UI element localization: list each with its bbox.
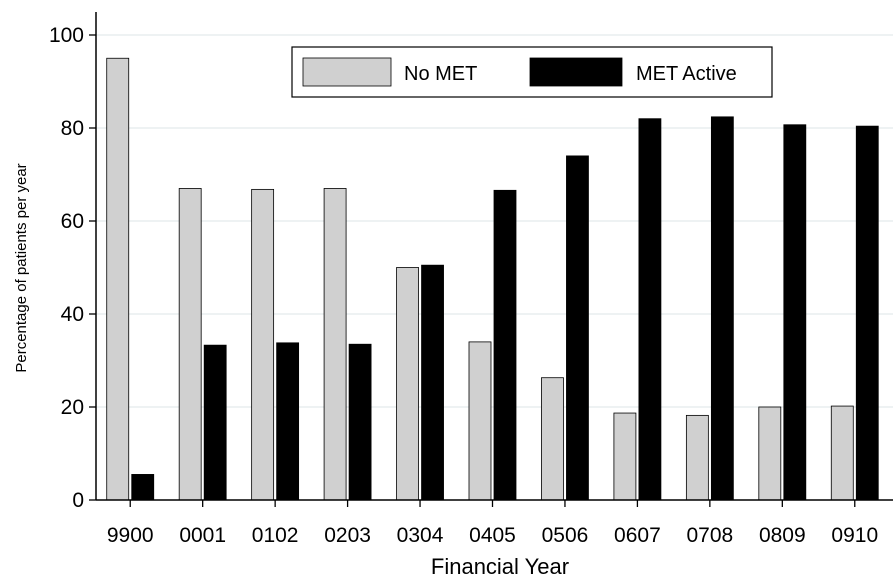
y-tick-label-20: 20 (61, 396, 84, 419)
x-tick-label-9900: 9900 (107, 524, 154, 547)
bar-no-met-0405 (468, 341, 492, 501)
x-tick-label-0001: 0001 (179, 524, 226, 547)
bars-group (106, 57, 879, 501)
y-tick-label-40: 40 (61, 303, 84, 326)
bar-met-active-0102 (276, 342, 300, 501)
x-axis-title: Financial Year (431, 554, 569, 579)
legend-swatch-met-active (529, 57, 623, 87)
bar-no-met-0001 (178, 188, 202, 501)
bar-no-met-9900 (106, 57, 130, 501)
bar-met-active-0304 (421, 264, 444, 501)
x-tick-label-0910: 0910 (831, 524, 878, 547)
y-tick-label-60: 60 (61, 210, 84, 233)
x-tick-label-0405: 0405 (469, 524, 516, 547)
bar-met-active-0607 (638, 118, 662, 501)
legend: No MET MET Active (291, 46, 773, 98)
bar-no-met-0910 (830, 405, 854, 501)
bar-met-active-0708 (710, 116, 734, 501)
bar-met-active-0203 (348, 343, 372, 501)
legend-label-met-active: MET Active (636, 63, 737, 85)
legend-label-no-met: No MET (404, 63, 477, 85)
bar-no-met-0203 (323, 188, 347, 501)
bar-met-active-0809 (783, 124, 807, 501)
y-axis-title: Percentage of patients per year (13, 163, 30, 372)
bar-no-met-0607 (613, 412, 637, 501)
x-tick-label-0304: 0304 (397, 524, 444, 547)
x-tick-label-0708: 0708 (687, 524, 734, 547)
y-tick-label-80: 80 (61, 117, 84, 140)
bar-no-met-0708 (685, 414, 709, 501)
x-tick-label-0607: 0607 (614, 524, 661, 547)
y-ticks: 0 20 40 60 80 100 (49, 24, 96, 512)
x-ticks: 9900 0001 0102 0203 0304 0405 0506 0607 0708 0809… (107, 500, 878, 547)
axes-group (95, 12, 893, 501)
y-tick-label-100: 100 (49, 24, 84, 47)
bar-met-active-0405 (493, 189, 517, 501)
bar-no-met-0102 (251, 188, 275, 501)
bar-no-met-0809 (758, 406, 782, 501)
x-tick-label-0203: 0203 (324, 524, 371, 547)
bar-met-active-0910 (855, 125, 879, 501)
bar-no-met-0304 (396, 267, 419, 501)
bar-met-active-9900 (131, 474, 155, 501)
x-tick-label-0102: 0102 (252, 524, 299, 547)
bar-no-met-0506 (541, 377, 564, 501)
legend-swatch-no-met (302, 57, 392, 87)
bar-met-active-0506 (566, 155, 589, 501)
y-tick-label-0: 0 (72, 489, 84, 512)
x-tick-label-0506: 0506 (542, 524, 589, 547)
bar-met-active-0001 (203, 344, 227, 501)
x-tick-label-0809: 0809 (759, 524, 806, 547)
